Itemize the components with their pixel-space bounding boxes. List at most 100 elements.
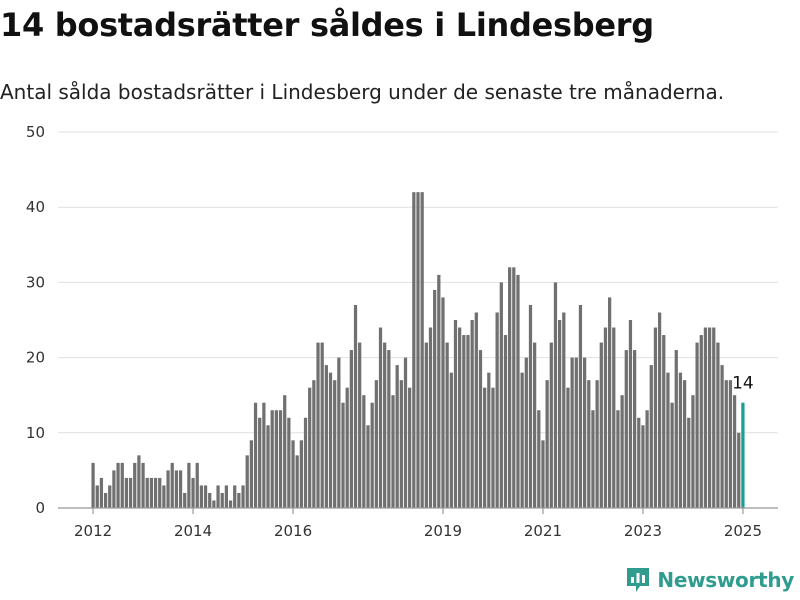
bar <box>516 274 520 508</box>
x-tick-label: 2021 <box>524 522 562 540</box>
x-tick-label: 2019 <box>424 522 462 540</box>
bar <box>720 365 724 508</box>
bar <box>295 455 299 508</box>
bar <box>383 342 387 508</box>
bar <box>162 485 166 508</box>
bar <box>245 455 249 508</box>
bar <box>108 485 112 508</box>
x-tick-label: 2025 <box>724 522 762 540</box>
bar <box>266 425 270 508</box>
bar <box>620 395 624 508</box>
bar <box>737 432 741 508</box>
bar <box>249 440 253 508</box>
bar <box>283 395 287 508</box>
bar <box>270 410 274 508</box>
bar <box>112 470 116 508</box>
bar <box>662 335 666 508</box>
bar <box>128 477 133 508</box>
bar <box>653 327 658 508</box>
bar <box>566 387 570 508</box>
bar <box>158 477 162 508</box>
bar <box>103 492 108 508</box>
bar <box>462 335 466 508</box>
bar <box>616 410 620 508</box>
bar <box>170 462 174 508</box>
bar <box>320 342 324 508</box>
bar <box>195 462 199 508</box>
y-tick-label: 10 <box>26 424 45 442</box>
bar <box>674 350 678 508</box>
bar <box>333 380 337 508</box>
bar <box>612 327 616 508</box>
bar <box>199 485 204 508</box>
bar <box>358 342 362 508</box>
bar <box>328 372 333 508</box>
bar <box>703 327 708 508</box>
bar <box>316 342 320 508</box>
bar <box>570 357 574 508</box>
bar <box>724 380 728 508</box>
bar <box>595 380 599 508</box>
bar <box>433 289 437 508</box>
bar <box>474 312 478 508</box>
y-tick-label: 50 <box>26 123 45 141</box>
bar <box>587 380 591 508</box>
bar <box>682 380 687 508</box>
bar <box>483 387 487 508</box>
bar <box>687 417 691 508</box>
bar <box>145 477 149 508</box>
bar <box>378 327 383 508</box>
bar <box>403 357 408 508</box>
y-tick-label: 20 <box>26 349 45 367</box>
x-tick-label: 2023 <box>624 522 662 540</box>
bar <box>491 387 495 508</box>
bar <box>678 372 683 508</box>
bar <box>607 297 612 508</box>
bar <box>203 485 208 508</box>
bar <box>228 500 233 508</box>
y-tick-label: 30 <box>26 273 45 291</box>
bar <box>541 440 545 508</box>
bar <box>545 380 549 508</box>
bar <box>399 380 403 508</box>
bar <box>116 462 120 508</box>
bar <box>470 320 474 508</box>
bar <box>645 410 649 508</box>
x-tick-label: 2014 <box>174 522 212 540</box>
bar <box>95 485 99 508</box>
bar <box>553 282 558 508</box>
bar <box>495 312 499 508</box>
bar <box>528 304 533 508</box>
bar <box>99 477 104 508</box>
bar <box>549 342 553 508</box>
bar <box>324 365 328 508</box>
bar <box>632 350 637 508</box>
bar <box>416 192 420 508</box>
x-tick-label: 2012 <box>74 522 112 540</box>
bar <box>695 342 699 508</box>
bar <box>137 455 141 508</box>
bar <box>187 462 191 508</box>
newsworthy-logo: Newsworthy <box>625 566 794 594</box>
bar <box>533 342 537 508</box>
bar <box>362 395 366 508</box>
bar <box>437 274 441 508</box>
bar <box>449 372 453 508</box>
bar <box>258 417 262 508</box>
bar <box>91 462 95 508</box>
bar <box>220 492 224 508</box>
bar <box>191 477 195 508</box>
bar <box>303 417 308 508</box>
bar <box>670 402 674 508</box>
bar <box>562 312 566 508</box>
bar <box>478 350 483 508</box>
brand-name: Newsworthy <box>657 568 794 592</box>
bar <box>353 304 358 508</box>
bar <box>212 500 216 508</box>
bar <box>728 380 733 508</box>
bar <box>133 462 137 508</box>
axis-layer <box>58 507 778 514</box>
bar <box>253 402 258 508</box>
bar <box>591 410 595 508</box>
bar <box>412 192 416 508</box>
